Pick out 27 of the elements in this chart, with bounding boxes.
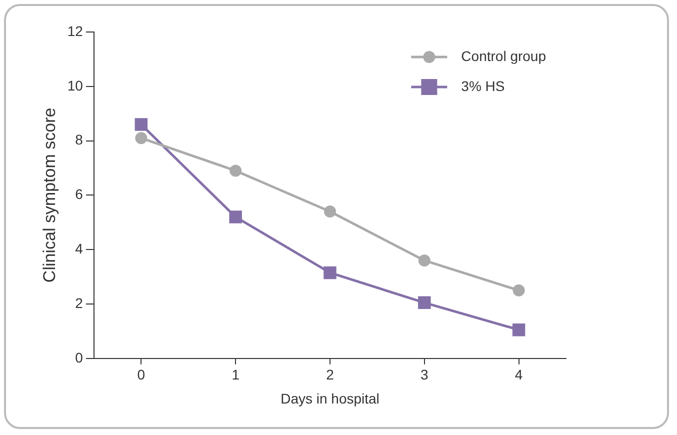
point bbox=[512, 284, 525, 296]
y-tick-label: 0 bbox=[75, 349, 84, 366]
point bbox=[418, 296, 431, 310]
x-tick-label: 2 bbox=[326, 366, 334, 383]
y-tick-label: 6 bbox=[75, 186, 84, 202]
y-tick-label: 8 bbox=[75, 132, 84, 148]
x-axis-title: Days in hospital bbox=[280, 390, 380, 406]
x-tick-label: 0 bbox=[137, 366, 146, 383]
point bbox=[324, 206, 336, 218]
point bbox=[134, 118, 148, 131]
legend-label: Control group bbox=[461, 48, 546, 64]
point bbox=[230, 164, 242, 177]
x-tick-label: 4 bbox=[514, 366, 523, 383]
y-tick-label: 4 bbox=[75, 240, 84, 256]
y-tick-label: 10 bbox=[67, 77, 84, 94]
x-tick-label: 3 bbox=[420, 366, 428, 383]
y-tick-label: 12 bbox=[67, 22, 84, 39]
y-tick-label: 2 bbox=[75, 294, 84, 311]
point bbox=[324, 266, 336, 280]
y-axis-title: Clinical symptom score bbox=[40, 108, 59, 283]
point bbox=[229, 210, 242, 224]
rounded-frame: Days in hospital Clinical symptom score 0 1 2 3 4 0 2 4 6 8 10 12 Control group 3% HS bbox=[4, 4, 669, 429]
point bbox=[512, 323, 526, 336]
point bbox=[135, 132, 148, 144]
x-tick-label: 1 bbox=[232, 366, 240, 383]
legend-label: 3% HS bbox=[461, 78, 505, 94]
point bbox=[418, 254, 430, 266]
